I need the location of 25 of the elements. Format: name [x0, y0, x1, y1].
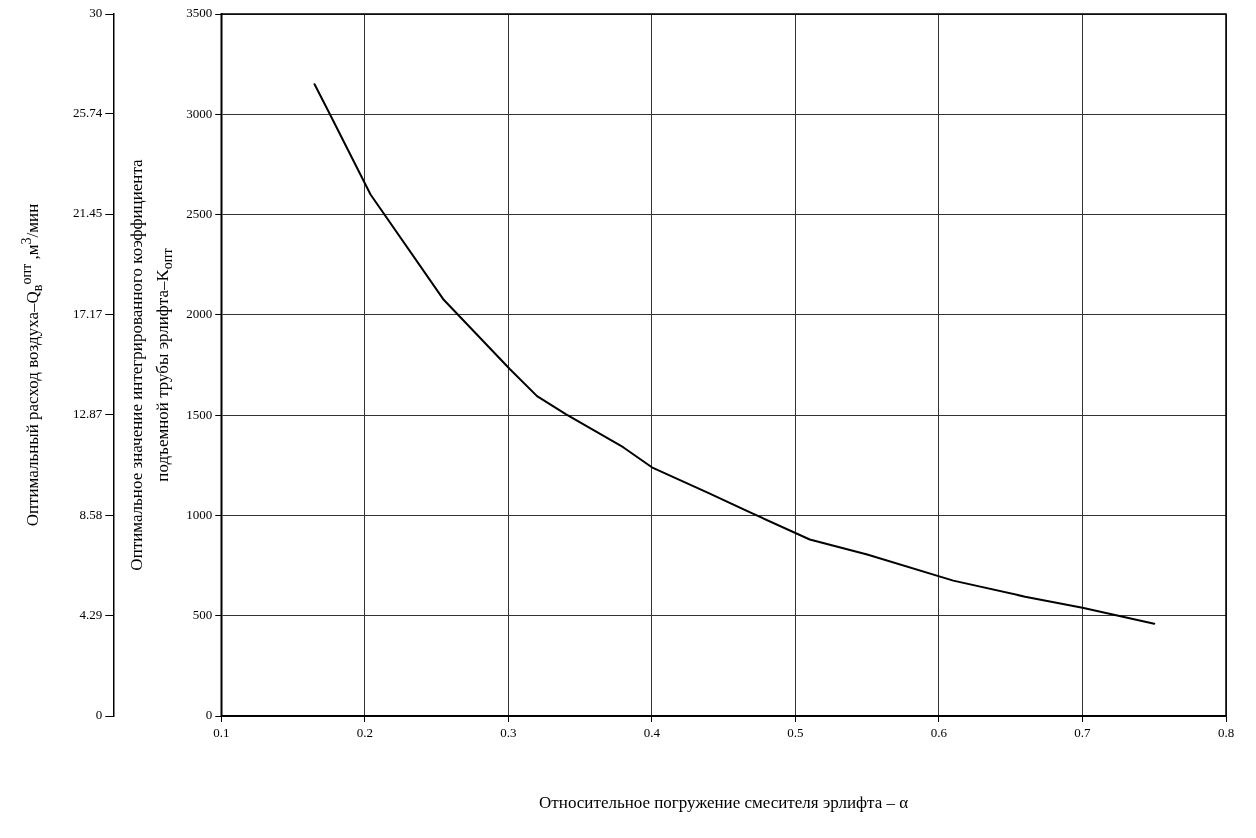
y-tick-label: 2000	[186, 306, 213, 322]
y-tick-label: 500	[192, 607, 213, 623]
y-tick-label: 2500	[186, 205, 213, 221]
y2-tick-label: 17.17	[73, 305, 103, 321]
x-tick-label: 0.6	[930, 725, 948, 741]
x-tick-label: 0.8	[1217, 725, 1235, 741]
y2-tick-label: 0	[95, 707, 103, 723]
x-tick-label: 0.3	[500, 725, 517, 741]
y2-tick-label: 21.45	[73, 205, 103, 221]
y-tick-label: 0	[205, 707, 213, 723]
y-tick-label: 1500	[186, 406, 213, 422]
y2-tick-label: 8.58	[79, 506, 103, 522]
x-tick-label: 0.5	[787, 725, 804, 741]
y2-tick-label: 12.87	[73, 406, 103, 422]
y2-tick-label: 25.74	[73, 105, 103, 121]
x-tick-label: 0.7	[1074, 725, 1092, 741]
x-tick-label: 0.1	[213, 725, 230, 741]
y2-tick-label: 4.29	[79, 607, 103, 623]
y-tick-label: 1000	[186, 506, 213, 522]
x-axis-title: Относительное погружение смесителя эрлифта – α	[539, 793, 909, 813]
y2-tick-label: 30	[89, 5, 103, 21]
y-tick-label: 3500	[186, 5, 213, 21]
y-tick-label: 3000	[186, 105, 213, 121]
x-tick-label: 0.4	[643, 725, 661, 741]
x-tick-label: 0.2	[356, 725, 373, 741]
